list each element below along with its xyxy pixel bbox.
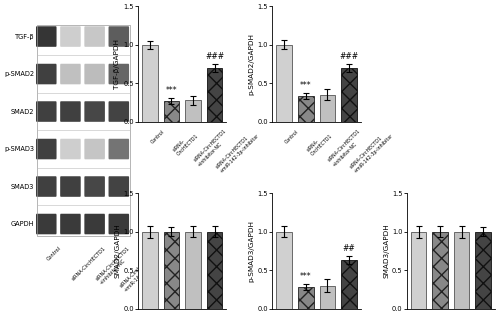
Text: Control: Control [284, 129, 300, 144]
Bar [320, 95, 335, 122]
Text: ##: ## [342, 244, 355, 253]
Bar [142, 45, 158, 122]
Bar [186, 232, 201, 309]
Text: siRNA-CircHECTD1
+miR-142-3p-inhibitor: siRNA-CircHECTD1 +miR-142-3p-inhibitor [349, 129, 394, 174]
FancyBboxPatch shape [36, 176, 56, 197]
Text: ###: ### [340, 52, 358, 61]
FancyBboxPatch shape [60, 176, 80, 197]
FancyBboxPatch shape [36, 26, 56, 47]
Y-axis label: p-SMAD2/GAPDH: p-SMAD2/GAPDH [249, 33, 255, 95]
Text: Control: Control [150, 129, 166, 144]
Text: p-SMAD2: p-SMAD2 [4, 71, 34, 77]
Text: p-SMAD3: p-SMAD3 [4, 146, 34, 152]
Text: siRNA-CircHECTD1
+inhibitor-NC: siRNA-CircHECTD1 +inhibitor-NC [328, 129, 366, 167]
FancyBboxPatch shape [60, 214, 80, 234]
Text: GAPDH: GAPDH [10, 221, 34, 227]
FancyBboxPatch shape [108, 139, 129, 159]
FancyBboxPatch shape [60, 139, 80, 159]
Text: Control: Control [46, 245, 62, 261]
FancyBboxPatch shape [108, 64, 129, 84]
Text: siRNA-CircHECTD1
+inhibitor-NC: siRNA-CircHECTD1 +inhibitor-NC [94, 245, 135, 285]
Text: siRNA-
CircHECTD1: siRNA- CircHECTD1 [306, 129, 334, 156]
Y-axis label: SMAD3/GAPDH: SMAD3/GAPDH [383, 224, 389, 278]
Bar [476, 232, 491, 309]
FancyBboxPatch shape [108, 214, 129, 234]
Text: SMAD2: SMAD2 [10, 109, 34, 115]
Bar [164, 232, 179, 309]
Bar [432, 232, 448, 309]
Text: siRNA-CircHECTD1: siRNA-CircHECTD1 [70, 245, 106, 281]
FancyBboxPatch shape [84, 26, 105, 47]
FancyBboxPatch shape [84, 64, 105, 84]
Bar [276, 232, 292, 309]
Text: ***: *** [300, 81, 312, 90]
FancyBboxPatch shape [108, 26, 129, 47]
Bar [298, 287, 314, 309]
FancyBboxPatch shape [36, 139, 56, 159]
Bar [164, 101, 179, 122]
Text: siRNA-CircHECTD1
+inhibitor-NC: siRNA-CircHECTD1 +inhibitor-NC [193, 129, 232, 167]
FancyBboxPatch shape [36, 214, 56, 234]
Text: SMAD3: SMAD3 [11, 184, 34, 190]
Bar [341, 260, 356, 309]
Text: siRNA-
CircHECTD1: siRNA- CircHECTD1 [172, 129, 199, 156]
FancyBboxPatch shape [36, 64, 56, 84]
Text: ###: ### [205, 52, 224, 61]
Bar [320, 286, 335, 309]
FancyBboxPatch shape [60, 26, 80, 47]
Bar [341, 68, 356, 122]
Text: siRNA-CircHECTD1
+miR-142-3p-inhibitor: siRNA-CircHECTD1 +miR-142-3p-inhibitor [119, 245, 166, 293]
FancyBboxPatch shape [60, 101, 80, 122]
Y-axis label: SMAD2/GAPDH: SMAD2/GAPDH [114, 224, 120, 278]
FancyBboxPatch shape [84, 214, 105, 234]
FancyBboxPatch shape [84, 101, 105, 122]
Bar [186, 100, 201, 122]
FancyBboxPatch shape [108, 101, 129, 122]
Bar [207, 68, 222, 122]
Bar [410, 232, 426, 309]
Bar [276, 45, 292, 122]
Bar [142, 232, 158, 309]
Text: TGF-β: TGF-β [14, 33, 34, 40]
FancyBboxPatch shape [60, 64, 80, 84]
Bar [207, 232, 222, 309]
Y-axis label: TGF-β/GAPDH: TGF-β/GAPDH [114, 39, 120, 89]
Bar [298, 96, 314, 122]
Bar [454, 232, 469, 309]
Text: ***: *** [166, 86, 177, 95]
Y-axis label: p-SMAD3/GAPDH: p-SMAD3/GAPDH [249, 220, 255, 282]
FancyBboxPatch shape [36, 101, 56, 122]
Text: ***: *** [300, 272, 312, 281]
FancyBboxPatch shape [84, 139, 105, 159]
FancyBboxPatch shape [84, 176, 105, 197]
FancyBboxPatch shape [108, 176, 129, 197]
Text: siRNA-CircHECTD1
+miR-142-3p-inhibitor: siRNA-CircHECTD1 +miR-142-3p-inhibitor [214, 129, 260, 174]
